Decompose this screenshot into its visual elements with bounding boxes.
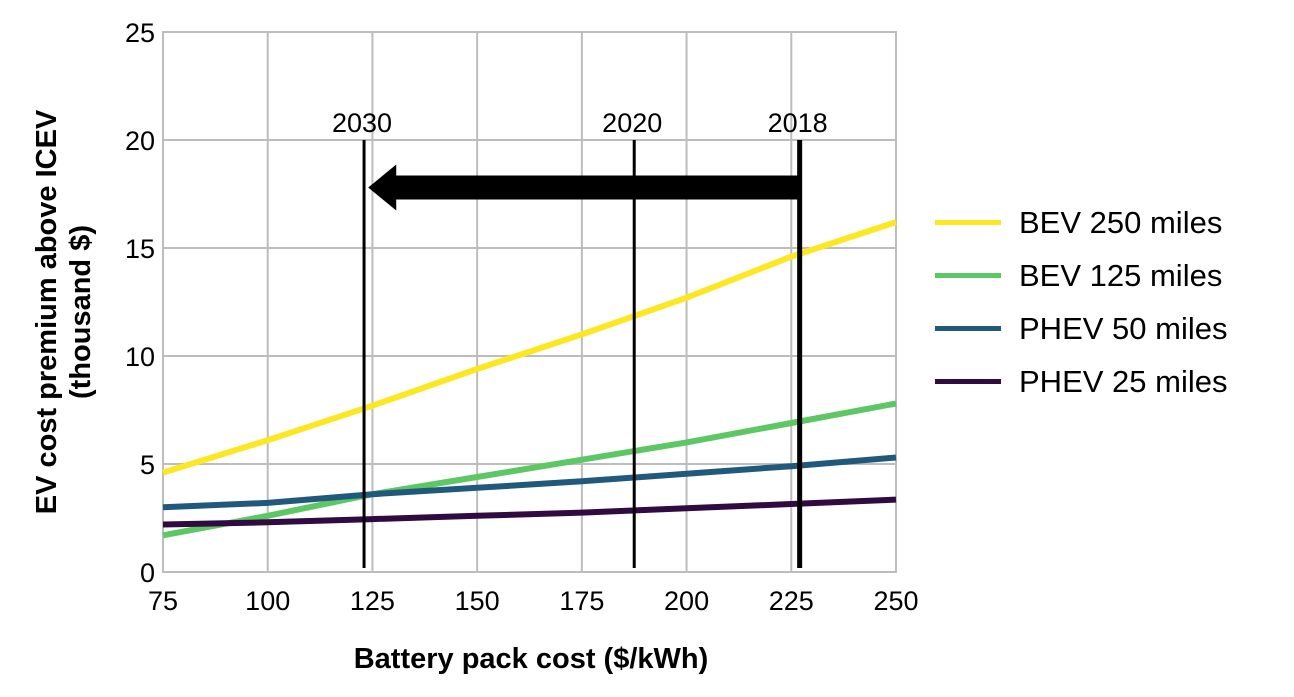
grid	[162, 31, 897, 573]
arrow-left	[368, 164, 800, 211]
x-tick-label: 200	[664, 586, 709, 616]
x-tick-label: 125	[350, 586, 395, 616]
series-line	[162, 400, 897, 539]
legend: BEV 250 miles BEV 125 miles PHEV 50 mile…	[935, 196, 1227, 408]
x-tick-label: 100	[245, 586, 290, 616]
y-tick-label: 25	[125, 18, 155, 48]
x-tick-label: 225	[769, 586, 814, 616]
x-tick-label: 75	[148, 586, 178, 616]
legend-item: PHEV 25 miles	[935, 355, 1227, 408]
legend-item: BEV 125 miles	[935, 249, 1227, 302]
y-tick-label: 5	[140, 450, 155, 480]
x-axis-title: Battery pack cost ($/kWh)	[354, 643, 709, 675]
y-axis-title: EV cost premium above ICEV (thousand $)	[31, 109, 97, 514]
year-marker-label: 2030	[332, 108, 392, 138]
legend-label: PHEV 25 miles	[1019, 363, 1228, 399]
legend-swatch	[935, 379, 1001, 384]
y-tick-label: 20	[125, 126, 155, 156]
year-markers: 2030 2020 2018	[332, 108, 828, 568]
x-tick-label: 175	[559, 586, 604, 616]
year-marker-label: 2018	[768, 108, 828, 138]
series-layer	[162, 219, 897, 539]
legend-label: BEV 250 miles	[1019, 204, 1223, 240]
series-line	[162, 496, 897, 528]
y-tick-labels: 0 5 10 15 20 25	[125, 18, 155, 588]
y-axis-title-line-1: EV cost premium above ICEV	[31, 109, 63, 514]
series-line	[162, 454, 897, 511]
x-tick-label: 250	[873, 586, 918, 616]
legend-swatch	[935, 273, 1001, 278]
series-line	[162, 219, 897, 476]
x-tick-labels: 75 100 125 150 175 200 225 250	[148, 586, 919, 616]
legend-swatch	[935, 220, 1001, 225]
y-axis-title-line-2: (thousand $)	[65, 225, 97, 399]
legend-label: BEV 125 miles	[1019, 257, 1223, 293]
arrow-layer	[368, 164, 800, 211]
year-marker-label: 2020	[602, 108, 662, 138]
legend-item: BEV 250 miles	[935, 196, 1227, 249]
legend-item: PHEV 50 miles	[935, 302, 1227, 355]
y-tick-label: 15	[125, 234, 155, 264]
plot-border	[162, 31, 897, 573]
legend-label: PHEV 50 miles	[1019, 310, 1228, 346]
y-tick-label: 0	[140, 558, 155, 588]
y-tick-label: 10	[125, 342, 155, 372]
legend-swatch	[935, 326, 1001, 331]
x-tick-label: 150	[455, 586, 500, 616]
